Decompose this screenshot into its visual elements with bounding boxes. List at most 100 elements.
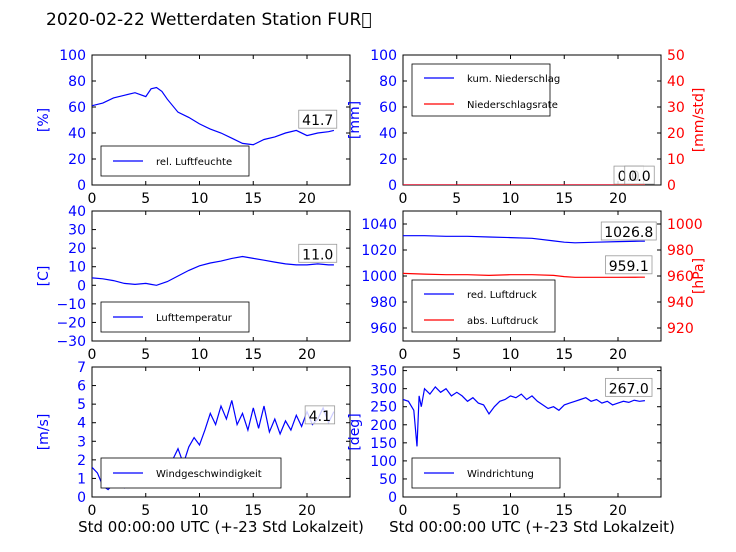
y-tick-label: 80: [68, 74, 86, 90]
x-tick-label: 15: [555, 347, 573, 363]
value-label: 267.0: [609, 381, 649, 397]
y-right-tick-label: 940: [667, 295, 694, 311]
y-tick-label: 0: [77, 278, 86, 294]
x-tick-label: 0: [399, 347, 408, 363]
y-right-tick-label: 40: [667, 74, 685, 90]
x-tick-label: 10: [502, 191, 520, 207]
series-line-pressure: [403, 235, 645, 244]
y-tick-label: −30: [56, 334, 86, 350]
y-tick-label: 250: [370, 400, 397, 416]
legend-box: [411, 63, 551, 117]
x-tick-label: 20: [298, 347, 316, 363]
y-tick-label: 10: [68, 260, 86, 276]
y-tick-label: 100: [370, 454, 397, 470]
y-tick-label: 20: [68, 152, 86, 168]
x-tick-label: 10: [191, 503, 209, 519]
x-tick-label: 0: [88, 503, 97, 519]
x-tick-label: 0: [399, 191, 408, 207]
legend-label: kum. Niederschlag: [467, 74, 560, 85]
y-right-tick-label: 0: [667, 178, 676, 194]
x-tick-label: 5: [141, 503, 150, 519]
series-line-winddir: [403, 385, 645, 447]
y-tick-label: 2: [77, 453, 86, 469]
y-tick-label: 100: [59, 48, 86, 64]
value-box: [304, 405, 336, 425]
y-tick-label: 60: [68, 100, 86, 116]
y-tick-label: 30: [68, 223, 86, 239]
y-axis-label: [C]: [36, 266, 52, 287]
y-tick-label: 980: [370, 295, 397, 311]
y-tick-label: 1040: [361, 217, 397, 233]
y-axis-label: [deg]: [347, 413, 363, 450]
series-line-pressure: [403, 272, 645, 278]
x-tick-label: 0: [88, 347, 97, 363]
y-tick-label: 1020: [361, 243, 397, 259]
series-line-temperature: [92, 255, 334, 286]
value-label: 4.1: [309, 409, 331, 425]
y-right-axis-label: [hPa]: [691, 258, 707, 294]
value-box: [298, 243, 338, 263]
x-tick-label: 20: [298, 191, 316, 207]
value-label: 959.1: [609, 259, 649, 275]
x-tick-label: 10: [502, 503, 520, 519]
y-tick-label: 0: [388, 490, 397, 506]
y-tick-label: 3: [77, 434, 86, 450]
y-right-tick-label: 1000: [667, 217, 703, 233]
x-tick-label: 20: [609, 347, 627, 363]
y-right-tick-label: 50: [667, 48, 685, 64]
y-tick-label: 60: [379, 100, 397, 116]
legend-label: Lufttemperatur: [156, 313, 233, 324]
chart-pressure: 0 5 10 15 20 960 980 1000 1020 1040 920 940 960 980 10…: [361, 210, 707, 363]
y-tick-label: 960: [370, 321, 397, 337]
y-tick-label: 0: [388, 178, 397, 194]
figure-title: 2020-02-22 Wetterdaten Station FUR : [46, 10, 372, 30]
x-tick-label: 15: [244, 191, 262, 207]
x-tick-label: 0: [399, 503, 408, 519]
x-tick-label: 15: [555, 503, 573, 519]
y-tick-label: 40: [68, 126, 86, 142]
y-tick-label: 40: [68, 204, 86, 220]
y-tick-label: 4: [77, 416, 86, 432]
chart-precip: 0 5 10 15 20 0 20 40 60 80 100 0 10 20 30 40 50 [mm] [mm/s…: [347, 48, 707, 207]
chart-temperature: 0 5 10 15 20 −30 −20 −10 0 10 20 30 40 [C] 11.0 Lufttem…: [36, 204, 351, 363]
y-right-tick-label: 980: [667, 243, 694, 259]
y-tick-label: 5: [77, 397, 86, 413]
y-tick-label: 1: [77, 471, 86, 487]
x-tick-label: 5: [141, 347, 150, 363]
value-label: 41.7: [302, 113, 333, 129]
value-label: 1026.8: [604, 225, 653, 241]
y-axis-label: [m/s]: [36, 414, 52, 451]
value-label: 11.0: [302, 247, 333, 263]
x-tick-label: 10: [502, 347, 520, 363]
y-right-tick-label: 20: [667, 126, 685, 142]
x-axis-label: Std 00:00:00 UTC (+-23 Std Lokalzeit): [389, 518, 675, 536]
value-box: [605, 255, 653, 275]
y-right-tick-label: 920: [667, 321, 694, 337]
y-tick-label: 1000: [361, 269, 397, 285]
value-box: [298, 109, 338, 129]
x-tick-label: 10: [191, 347, 209, 363]
y-tick-label: 20: [379, 152, 397, 168]
y-right-tick-label: 10: [667, 152, 685, 168]
x-axis-label: Std 00:00:00 UTC (+-23 Std Lokalzeit): [78, 518, 364, 536]
legend-label: red. Luftdruck: [467, 290, 537, 301]
y-tick-label: 20: [68, 241, 86, 257]
chart-humidity: 0 5 10 15 20 0 20 40 60 80 100 [%] 41.7 rel. Luftfeuc…: [36, 48, 351, 207]
y-tick-label: 350: [370, 364, 397, 380]
y-tick-label: −20: [56, 315, 86, 331]
x-tick-label: 20: [609, 503, 627, 519]
y-tick-label: 40: [379, 126, 397, 142]
value-label: 0.0: [628, 169, 650, 185]
y-tick-label: 7: [77, 360, 86, 376]
x-tick-label: 5: [141, 191, 150, 207]
x-tick-label: 20: [298, 503, 316, 519]
y-tick-label: 0: [77, 178, 86, 194]
legend-box: [411, 279, 556, 333]
x-tick-label: 20: [609, 191, 627, 207]
x-tick-label: 15: [555, 191, 573, 207]
y-tick-label: −10: [56, 297, 86, 313]
value-box: [624, 165, 655, 185]
